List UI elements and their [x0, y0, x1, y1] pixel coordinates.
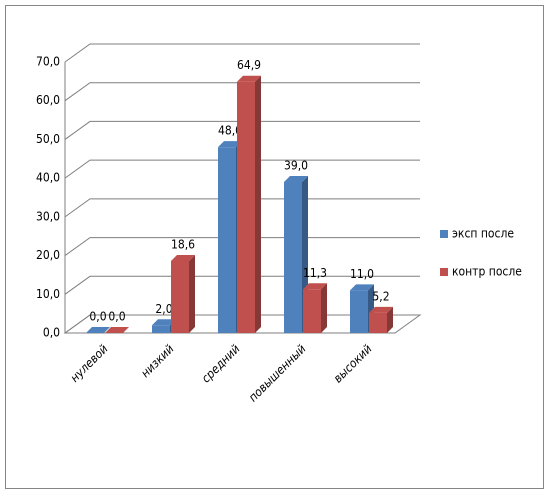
bar-side — [387, 306, 393, 333]
y-tick-label: 60,0 — [36, 93, 60, 107]
y-tick-label: 30,0 — [36, 209, 60, 223]
bar — [350, 290, 368, 333]
y-tick-label: 10,0 — [36, 287, 60, 301]
value-label: 11,3 — [303, 266, 327, 280]
bar-top — [152, 319, 176, 326]
grid-line — [64, 198, 420, 218]
grid-line — [64, 237, 420, 256]
bar-top — [350, 284, 374, 291]
y-tick-label: 50,0 — [36, 132, 60, 146]
bar-top — [86, 327, 110, 333]
grid-line — [64, 82, 420, 102]
legend-swatch — [440, 230, 448, 238]
y-tick-label: 0,0 — [43, 326, 60, 340]
bar — [284, 182, 302, 333]
value-label: 18,6 — [171, 237, 195, 251]
value-label: 2,0 — [155, 302, 172, 316]
value-label: 5,2 — [372, 289, 389, 303]
value-label: 39,0 — [284, 159, 308, 173]
bar-top — [284, 176, 308, 183]
grid-line — [64, 120, 420, 140]
value-label: 48,0 — [218, 124, 242, 138]
bar-top — [303, 283, 327, 290]
y-tick-label: 40,0 — [36, 171, 60, 185]
bar-top — [171, 254, 195, 261]
bar — [369, 312, 387, 333]
bar-top — [218, 141, 242, 148]
grid-line — [64, 43, 420, 63]
grid-line — [64, 275, 420, 295]
y-tick-label: 20,0 — [36, 248, 60, 262]
bar-side — [189, 254, 195, 333]
value-label: 0,0 — [108, 310, 125, 324]
chart-frame — [5, 5, 544, 489]
y-tick-label: 70,0 — [36, 55, 60, 69]
bar-top — [237, 75, 261, 82]
bar-top — [105, 327, 129, 333]
bar-top — [369, 306, 393, 313]
bar — [218, 147, 236, 333]
legend-swatch — [440, 268, 448, 276]
bar — [237, 81, 255, 333]
value-label: 0,0 — [89, 310, 106, 324]
bar-side — [321, 283, 327, 333]
bar-side — [255, 75, 261, 333]
bar — [152, 325, 170, 333]
legend-label: контр после — [452, 265, 522, 279]
value-label: 64,9 — [237, 58, 261, 72]
bar — [171, 260, 189, 333]
bar — [303, 289, 321, 333]
grid-line — [64, 159, 420, 179]
legend-label: эксп после — [452, 227, 514, 241]
value-label: 11,0 — [350, 267, 374, 281]
